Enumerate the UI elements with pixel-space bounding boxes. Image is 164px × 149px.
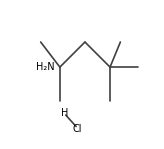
- Text: Cl: Cl: [73, 124, 82, 134]
- Text: H₂N: H₂N: [36, 62, 55, 72]
- Text: H: H: [61, 108, 68, 118]
